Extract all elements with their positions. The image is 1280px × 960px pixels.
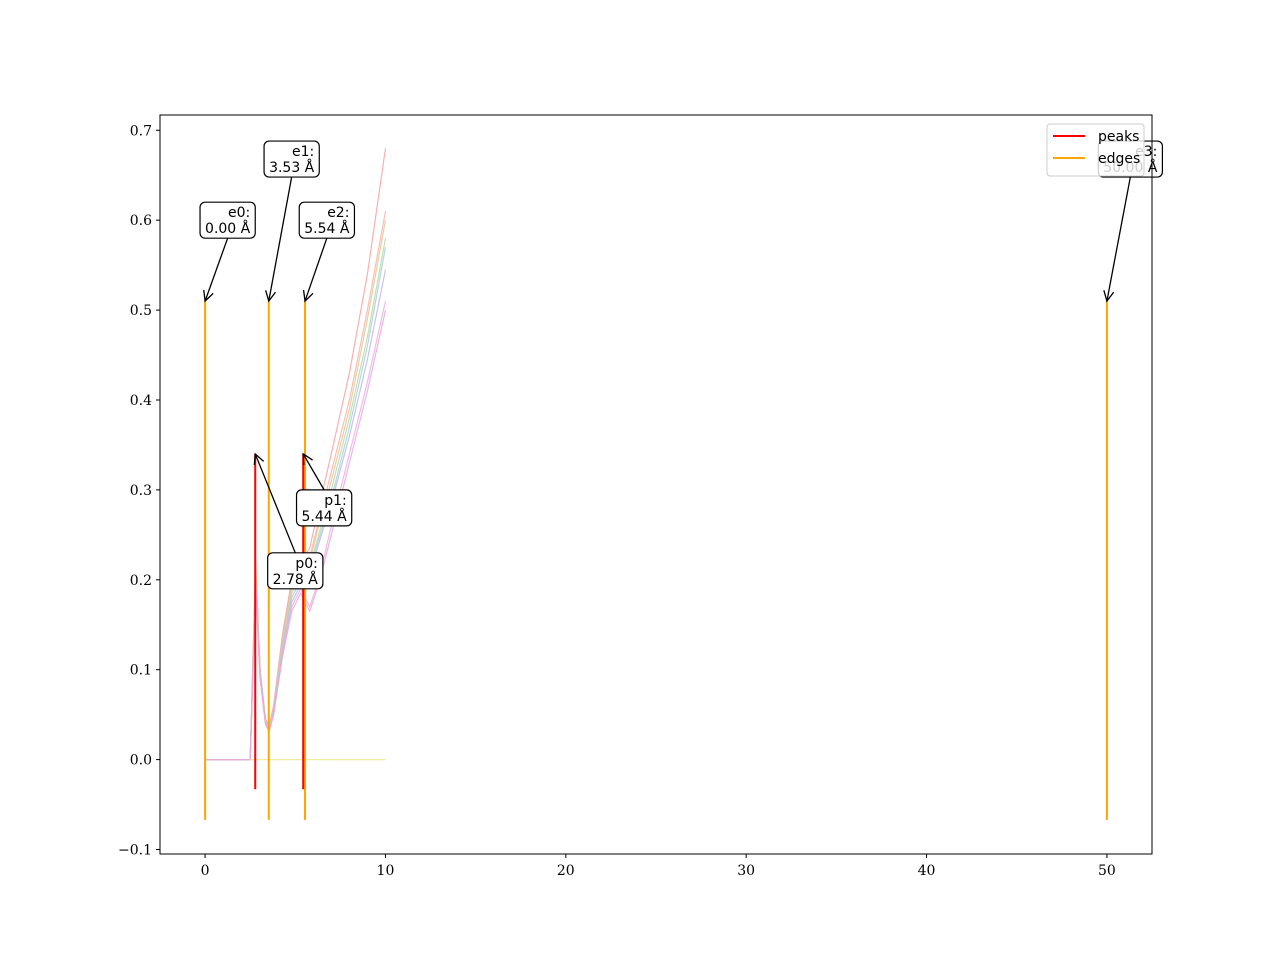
legend: peaks edges xyxy=(1046,123,1145,177)
plot-frame xyxy=(159,114,1153,855)
annotation-value-e2: 5.54 Å xyxy=(304,220,350,237)
annotation-arrowhead-e0 xyxy=(203,289,214,303)
y-tick-label: 0.4 xyxy=(130,393,152,409)
annotation-arrow-e1 xyxy=(268,176,293,302)
annotation-e0: e0:0.00 Å xyxy=(199,201,256,303)
annotation-arrow-e0 xyxy=(204,237,229,302)
annotation-p0: p0:2.78 Å xyxy=(253,452,324,590)
y-tick-label: −0.1 xyxy=(118,843,152,859)
legend-label-edges: edges xyxy=(1098,151,1140,167)
x-tick-label: 30 xyxy=(737,863,755,879)
annotation-label-e2: e2: xyxy=(327,205,349,221)
y-tick-label: 0.7 xyxy=(130,123,152,139)
x-tick-label: 50 xyxy=(1098,863,1116,879)
annotation-arrowhead-p0 xyxy=(253,452,265,466)
annotation-e1: e1:3.53 Å xyxy=(263,140,320,303)
annotation-arrowhead-e3 xyxy=(1103,290,1115,303)
y-tick-label: 0.6 xyxy=(130,213,152,229)
x-tick-label: 0 xyxy=(201,863,210,879)
annotation-arrow-p1 xyxy=(302,453,325,491)
y-tick-label: 0.3 xyxy=(130,483,152,499)
annotation-value-p1: 5.44 Å xyxy=(302,508,348,525)
x-tick-label: 40 xyxy=(918,863,936,879)
annotation-arrow-e3 xyxy=(1106,176,1131,302)
y-tick-label: 0.1 xyxy=(130,663,152,679)
annotation-arrow-e2 xyxy=(304,237,328,302)
x-axis-ticks: 0 10 20 30 40 50 xyxy=(201,854,1116,879)
x-tick-label: 10 xyxy=(377,863,395,879)
annotation-value-e0: 0.00 Å xyxy=(205,220,251,237)
annotation-e2: e2:5.54 Å xyxy=(298,201,356,303)
annotation-p1: p1:5.44 Å xyxy=(295,452,353,527)
annotation-label-e1: e1: xyxy=(292,144,314,160)
annotation-arrowhead-e2 xyxy=(302,289,314,303)
annotation-value-p0: 2.78 Å xyxy=(273,571,319,588)
annotation-label-p1: p1: xyxy=(324,493,347,509)
legend-label-peaks: peaks xyxy=(1098,129,1139,145)
annotation-value-e1: 3.53 Å xyxy=(269,159,315,176)
annotation-label-e0: e0: xyxy=(228,205,250,221)
annotation-arrowhead-e1 xyxy=(265,290,277,303)
annotation-label-p0: p0: xyxy=(295,556,318,572)
annotation-arrowhead-p1 xyxy=(302,452,313,466)
y-tick-label: 0.0 xyxy=(130,753,152,769)
y-tick-label: 0.5 xyxy=(130,303,152,319)
x-tick-label: 20 xyxy=(557,863,575,879)
y-axis-ticks: −0.1 0.0 0.1 0.2 0.3 0.4 0.5 0.6 0.7 xyxy=(118,123,160,859)
y-tick-label: 0.2 xyxy=(130,573,152,589)
annotation-arrow-p0 xyxy=(254,453,296,554)
